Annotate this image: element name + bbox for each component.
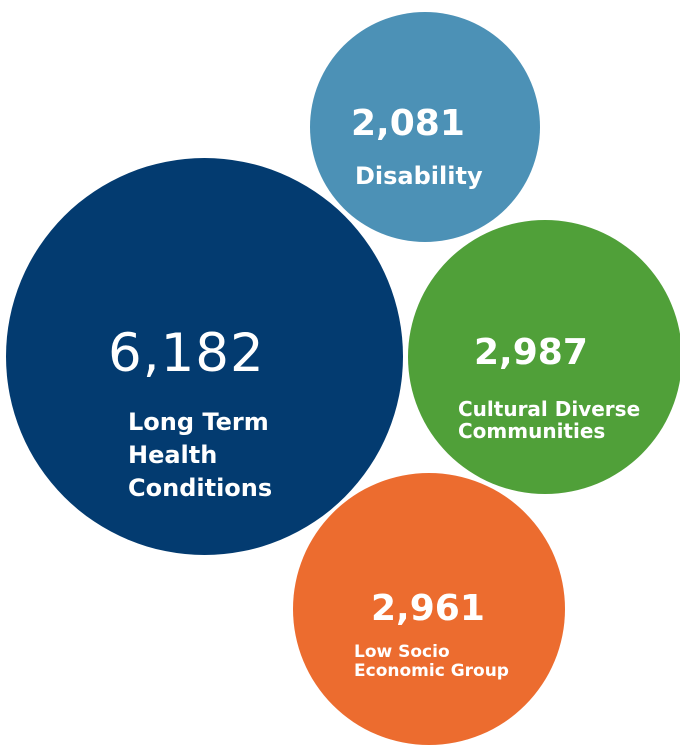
data-label-value-cultural: 2,987 <box>474 332 588 373</box>
category-label-line: Disability <box>355 162 483 190</box>
category-label-low-socio: Low Socio Economic Group <box>354 642 509 682</box>
category-label-line: Communities <box>458 419 606 444</box>
category-label-cultural: Cultural Diverse Communities <box>458 398 640 443</box>
category-label-line: Low Socio <box>354 642 450 662</box>
category-label-disability: Disability <box>355 163 483 190</box>
category-label-line: Long Term <box>128 408 269 436</box>
bubble-cultural-diverse-communities <box>408 220 680 494</box>
bubble-long-term-health-conditions <box>6 158 403 555</box>
data-label-value-health: 6,182 <box>108 323 265 384</box>
category-label-line: Economic Group <box>354 661 509 682</box>
category-label-health: Long Term Health Conditions <box>128 406 272 505</box>
category-label-line: Health <box>128 441 218 470</box>
data-label-value-low-socio: 2,961 <box>371 588 485 629</box>
category-label-line: Conditions <box>128 474 273 503</box>
category-label-line: Cultural Diverse <box>458 397 641 421</box>
bubble-disability <box>310 12 540 242</box>
data-label-value-disability: 2,081 <box>351 103 465 144</box>
bubble-low-socio-economic-group <box>293 473 565 745</box>
